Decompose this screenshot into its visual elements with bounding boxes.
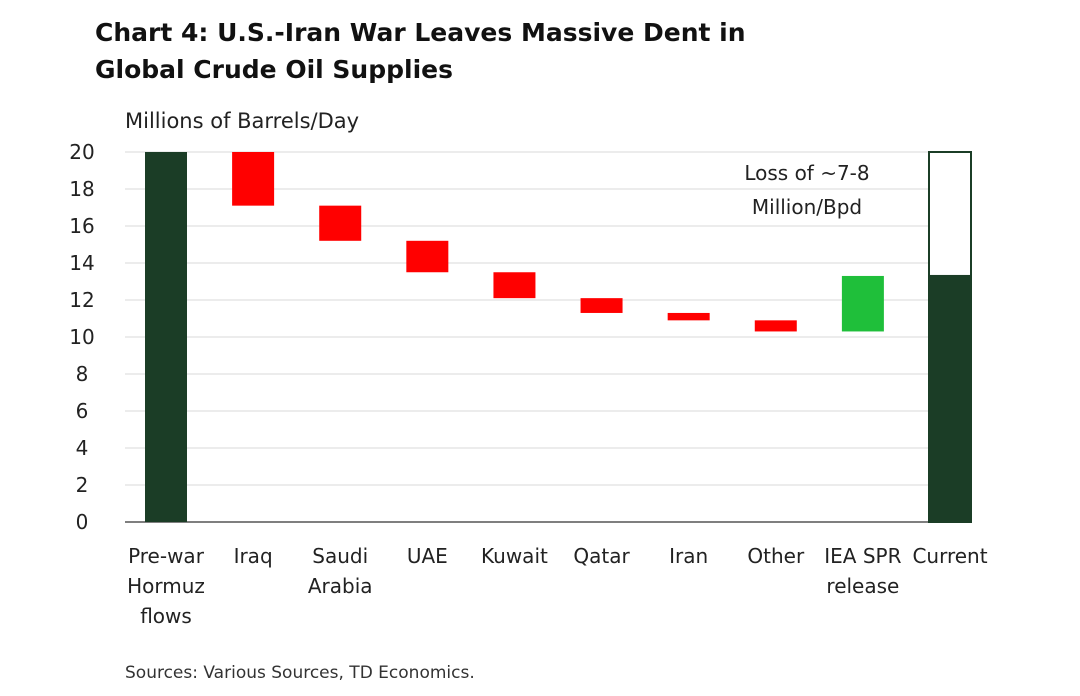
loss-annotation-line: Loss of ~7-8 xyxy=(744,161,869,185)
x-category-label-line: Arabia xyxy=(308,574,373,598)
x-category-label: Current xyxy=(912,544,987,568)
bars xyxy=(145,151,972,524)
y-tick-label: 8 xyxy=(76,362,89,386)
x-category-label: Pre-war Hormuz flows xyxy=(127,544,205,628)
x-category-label-line: Hormuz xyxy=(127,574,205,598)
y-tick-label: 20 xyxy=(69,140,94,164)
x-category-label-line: release xyxy=(826,574,899,598)
chart-title: Chart 4: U.S.-Iran War Leaves Massive De… xyxy=(95,14,746,88)
bar xyxy=(580,298,623,313)
x-category-label-line: flows xyxy=(140,604,192,628)
y-tick-label: 2 xyxy=(76,473,89,497)
bar xyxy=(928,274,972,524)
x-category-label-line: UAE xyxy=(407,544,448,568)
bar xyxy=(667,312,710,321)
x-category-label-line: Qatar xyxy=(573,544,630,568)
x-category-label-line: IEA SPR xyxy=(824,544,901,568)
x-category-label: Iraq xyxy=(234,544,273,568)
x-category-label: UAE xyxy=(407,544,448,568)
y-axis-unit-label: Millions of Barrels/Day xyxy=(125,109,360,133)
bar xyxy=(754,320,797,332)
x-category-label: Other xyxy=(747,544,805,568)
x-category-label: Iran xyxy=(669,544,708,568)
loss-annotation: Loss of ~7-8 Million/Bpd xyxy=(744,161,869,219)
x-axis-labels: Pre-war Hormuz flows Iraq Saudi Arabia UAE Kuwa… xyxy=(127,544,988,628)
x-category-label-line: Iraq xyxy=(234,544,273,568)
x-category-label-line: Other xyxy=(747,544,805,568)
x-category-label-line: Iran xyxy=(669,544,708,568)
x-category-label-line: Saudi xyxy=(312,544,368,568)
x-category-label: Qatar xyxy=(573,544,630,568)
x-category-label-line: Current xyxy=(912,544,987,568)
x-category-label-line: Pre-war xyxy=(128,544,205,568)
chart-title-line-2: Global Crude Oil Supplies xyxy=(95,55,453,84)
loss-annotation-line: Million/Bpd xyxy=(752,195,862,219)
y-tick-label: 16 xyxy=(69,214,94,238)
y-tick-label: 14 xyxy=(69,251,94,275)
x-category-label: Saudi Arabia xyxy=(308,544,373,598)
source-note: Sources: Various Sources, TD Economics. xyxy=(125,663,475,683)
bar xyxy=(232,152,275,206)
y-tick-label: 4 xyxy=(76,436,89,460)
bar xyxy=(493,272,536,299)
y-axis-ticks: 0 2 4 6 8 10 12 14 16 18 20 xyxy=(69,140,94,534)
bar xyxy=(145,152,187,522)
y-tick-label: 0 xyxy=(76,510,89,534)
bar xyxy=(319,205,362,241)
chart-title-line-1: Chart 4: U.S.-Iran War Leaves Massive De… xyxy=(95,18,746,47)
x-category-label-line: Kuwait xyxy=(481,544,548,568)
x-category-label: Kuwait xyxy=(481,544,548,568)
bar xyxy=(841,275,884,332)
y-tick-label: 18 xyxy=(69,177,94,201)
y-tick-label: 10 xyxy=(69,325,94,349)
x-category-label: IEA SPR release xyxy=(824,544,901,598)
y-tick-label: 12 xyxy=(69,288,94,312)
bar xyxy=(406,240,449,273)
y-tick-label: 6 xyxy=(76,399,89,423)
annotation: Loss of ~7-8 Million/Bpd xyxy=(744,161,869,219)
